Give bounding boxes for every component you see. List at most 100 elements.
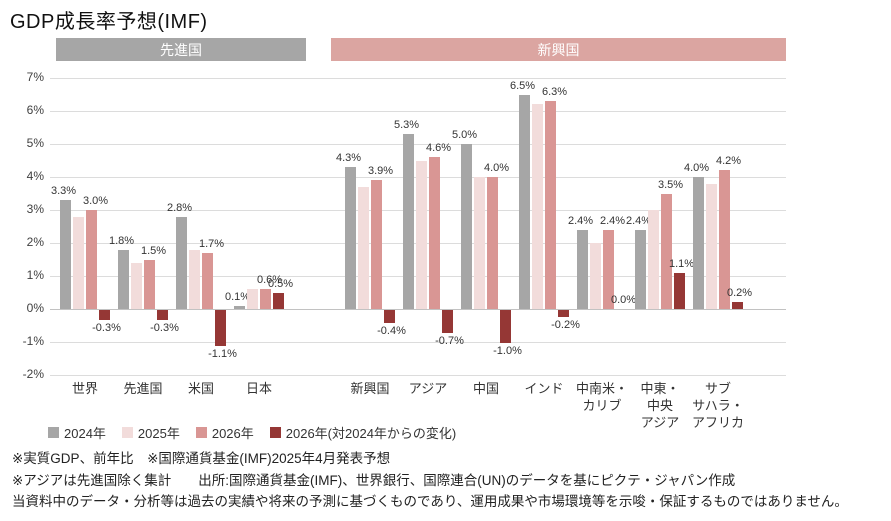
- gridline-7: [50, 78, 786, 79]
- value-label-change-group7: -1.0%: [493, 345, 522, 357]
- gridline-6: [50, 111, 786, 112]
- legend-swatch-2024: [48, 427, 59, 438]
- bar-2025-group1: [73, 216, 84, 309]
- category-label-group7: 中国: [472, 381, 499, 396]
- footnotes: ※実質GDP、前年比 ※国際通貨基金(IMF)2025年4月発表予想 ※アジアは…: [12, 448, 848, 513]
- bar-2025-group11: [706, 183, 717, 309]
- bar-2025-group6: [416, 160, 427, 309]
- value-label-2024-group9: 2.4%: [567, 214, 594, 227]
- legend-swatch-change: [269, 427, 281, 438]
- chart-legend: 2024年 2025年 2026年 2026年(対2024年からの変化): [48, 423, 456, 442]
- y-axis-tick-4: 4%: [26, 169, 44, 183]
- bar-2024-group10: [635, 229, 646, 309]
- bar-2026-group3: [202, 252, 213, 309]
- bar-change-group5: [384, 310, 395, 324]
- category-label-group4: 日本: [245, 381, 272, 396]
- value-label-change-group5: -0.4%: [377, 325, 406, 338]
- y-axis-tick-0: 0%: [26, 301, 44, 315]
- bar-2024-group7: [461, 144, 472, 309]
- value-label-2026-group1: 3.0%: [82, 195, 109, 207]
- bar-2025-group9: [590, 243, 601, 309]
- y-axis-tick-3: 3%: [26, 202, 44, 216]
- value-label-change-group1: -0.3%: [92, 321, 121, 334]
- bar-2026-group2: [144, 259, 155, 309]
- group-header-developed: 先進国: [56, 38, 306, 61]
- page-title: GDP成長率予想(IMF): [10, 11, 208, 33]
- value-label-2024-group6: 5.3%: [393, 119, 420, 132]
- footnote-line-2: ※アジアは先進国除く集計 出所:国際通貨基金(IMF)、世界銀行、国際連合(UN…: [12, 472, 736, 488]
- bar-2024-group5: [345, 167, 356, 309]
- bar-2024-group1: [60, 200, 71, 309]
- value-label-2026-group7: 4.0%: [483, 162, 510, 174]
- legend-item-2026: 2026年: [195, 423, 254, 442]
- bar-change-group11: [732, 302, 743, 309]
- bar-2025-group8: [532, 104, 543, 309]
- bar-2026-group7: [487, 177, 498, 309]
- bar-change-group6: [442, 310, 453, 334]
- value-label-change-group10: 1.1%: [668, 257, 695, 270]
- bar-change-group3: [215, 310, 226, 347]
- value-label-change-group11: 0.2%: [726, 287, 753, 300]
- gridline--2: [50, 375, 786, 376]
- value-label-2026-group8: 6.3%: [541, 86, 568, 99]
- category-label-group8: インド: [524, 381, 564, 396]
- gridline--1: [50, 342, 786, 343]
- bar-2024-group11: [693, 177, 704, 309]
- bar-2026-group10: [661, 193, 672, 309]
- legend-label-2024: 2024年: [64, 426, 106, 441]
- bar-2026-group8: [545, 101, 556, 309]
- bar-change-group10: [674, 272, 685, 309]
- legend-label-change: 2026年(対2024年からの変化): [285, 426, 457, 441]
- bar-change-group7: [500, 310, 511, 343]
- gridline-5: [50, 144, 786, 145]
- bar-2026-group5: [371, 180, 382, 309]
- value-label-2024-group7: 5.0%: [451, 129, 478, 141]
- value-label-2026-group5: 3.9%: [367, 165, 394, 178]
- bar-2025-group4: [247, 289, 258, 309]
- bar-2025-group10: [648, 210, 659, 309]
- legend-label-2025: 2025年: [137, 426, 180, 441]
- bar-2025-group2: [131, 262, 142, 309]
- category-label-group3: 米国: [187, 381, 214, 396]
- value-label-2026-group10: 3.5%: [657, 178, 684, 191]
- y-axis-tick-2: 2%: [26, 235, 44, 249]
- value-label-2024-group4: 0.1%: [224, 290, 251, 303]
- y-axis-tick-6: 6%: [26, 103, 44, 117]
- value-label-change-group8: -0.2%: [551, 318, 580, 331]
- category-label-group5: 新興国: [350, 381, 390, 396]
- footnote-line-3: 当資料中のデータ・分析等は過去の実績や将来の予測に基づくものであり、運用成果や市…: [12, 494, 848, 510]
- bar-change-group4: [273, 292, 284, 309]
- value-label-change-group6: -0.7%: [435, 335, 464, 348]
- value-label-2026-group4: 0.6%: [256, 274, 283, 287]
- value-label-2026-group9: 2.4%: [599, 214, 626, 227]
- bar-change-group2: [157, 310, 168, 320]
- value-label-2024-group2: 1.8%: [108, 234, 135, 247]
- value-label-2026-group2: 1.5%: [140, 244, 167, 257]
- y-axis-tick-5: 5%: [26, 136, 44, 150]
- bar-2025-group7: [474, 177, 485, 309]
- legend-swatch-2026: [195, 427, 207, 438]
- value-label-2024-group10: 2.4%: [625, 214, 652, 227]
- value-label-change-group4: 0.5%: [267, 277, 294, 290]
- category-label-group9: 中南米・ カリブ: [575, 381, 628, 413]
- value-label-2024-group8: 6.5%: [509, 79, 536, 92]
- bar-change-group1: [99, 310, 110, 320]
- gridline-0: [50, 309, 786, 310]
- bar-2026-group6: [429, 157, 440, 309]
- value-label-2024-group11: 4.0%: [683, 162, 710, 174]
- legend-item-2025: 2025年: [121, 423, 180, 442]
- value-label-change-group2: -0.3%: [150, 321, 179, 334]
- y-axis-tick--1: -1%: [22, 334, 44, 348]
- category-label-group10: 中東・ 中央 アジア: [640, 381, 680, 430]
- legend-swatch-2025: [121, 427, 133, 438]
- legend-label-2026: 2026年: [211, 426, 254, 441]
- value-label-2026-group6: 4.6%: [425, 142, 452, 155]
- bar-2026-group11: [719, 170, 730, 309]
- legend-item-2024: 2024年: [48, 423, 106, 442]
- value-label-change-group9: 0.0%: [610, 294, 637, 306]
- category-label-group11: サブ サハラ・ アフリカ: [691, 381, 744, 430]
- value-label-2024-group3: 2.8%: [166, 201, 193, 214]
- bar-2026-group4: [260, 289, 271, 309]
